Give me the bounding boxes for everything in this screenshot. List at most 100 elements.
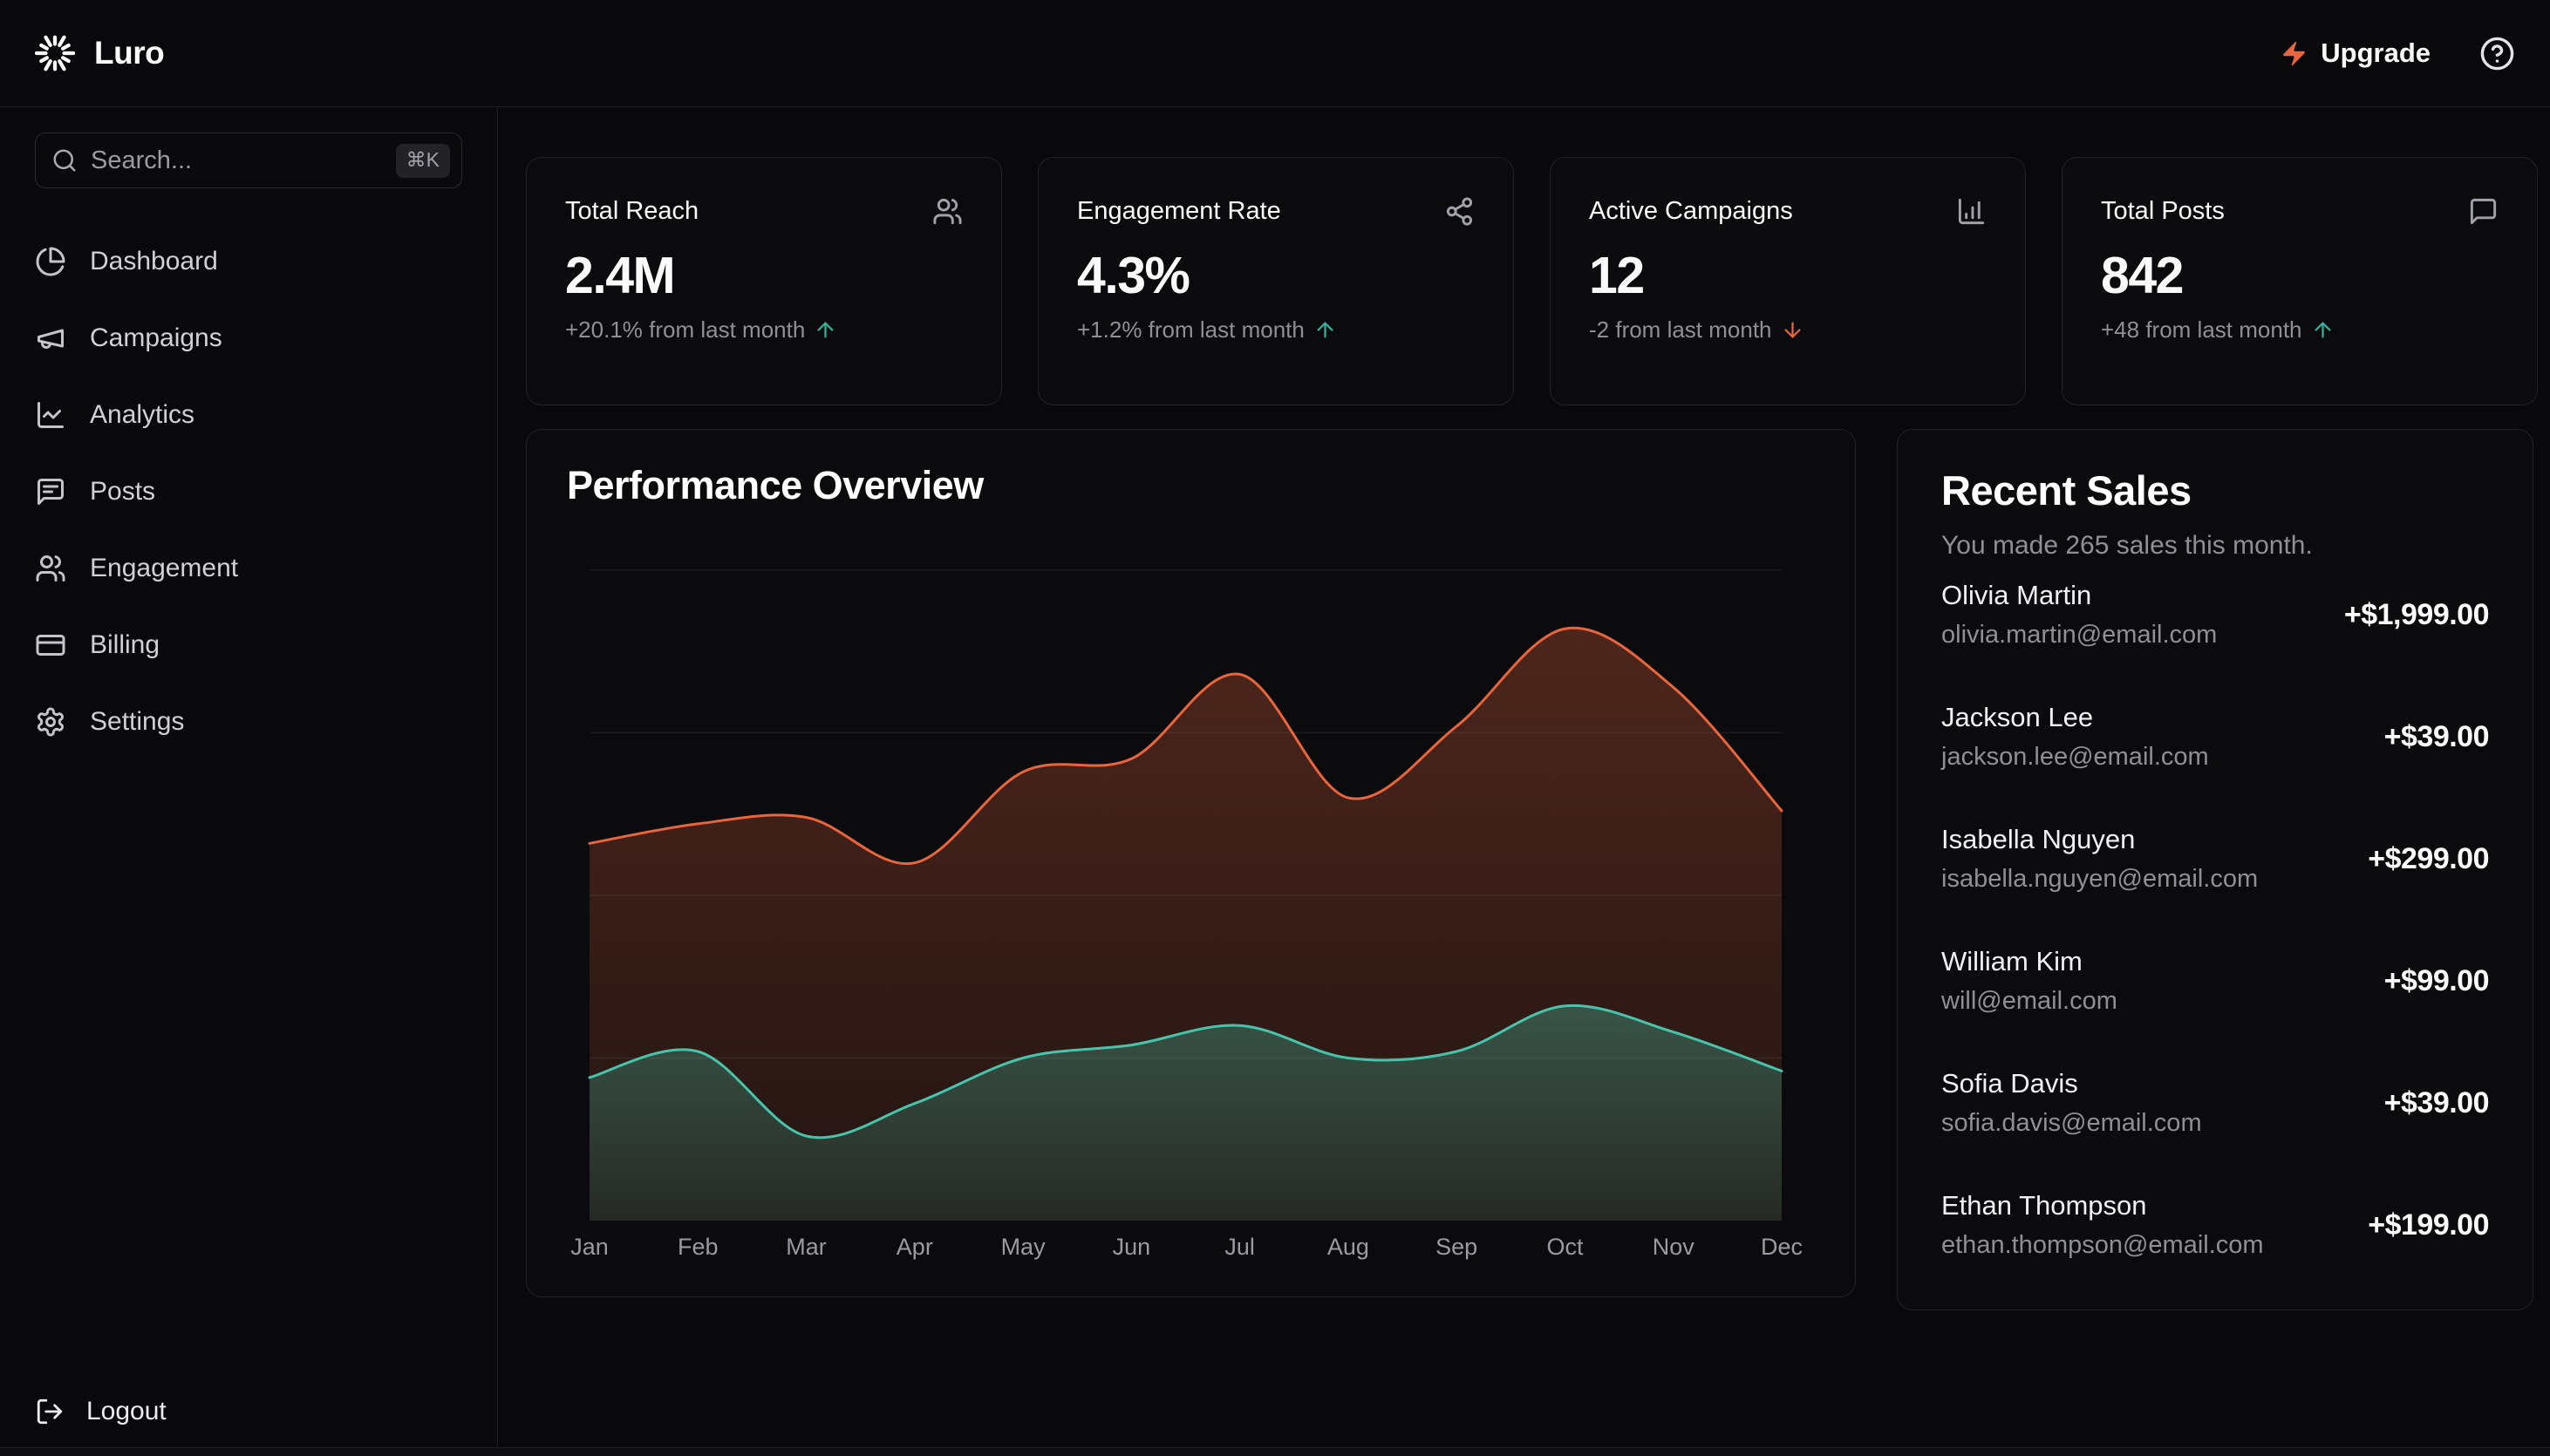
sale-amount: +$199.00 xyxy=(2368,1208,2489,1242)
sale-row[interactable]: Sofia Davis sofia.davis@email.com +$39.0… xyxy=(1941,1042,2489,1164)
sidebar-item-analytics[interactable]: Analytics xyxy=(35,392,462,437)
sale-email: will@email.com xyxy=(1941,987,2117,1016)
luro-logo-icon xyxy=(35,33,75,73)
x-axis-label: Jun xyxy=(1113,1234,1151,1261)
sidebar-item-label: Settings xyxy=(90,707,184,737)
sidebar-item-dashboard[interactable]: Dashboard xyxy=(35,239,462,283)
sale-row[interactable]: Olivia Martin olivia.martin@email.com +$… xyxy=(1941,554,2489,676)
x-axis-label: Jul xyxy=(1224,1234,1255,1261)
search-icon xyxy=(51,147,78,173)
x-axis-label: May xyxy=(1001,1234,1046,1261)
sale-amount: +$299.00 xyxy=(2368,842,2489,876)
sidebar-item-billing[interactable]: Billing xyxy=(35,623,462,667)
message-square-text-icon xyxy=(35,476,66,507)
sidebar-item-label: Dashboard xyxy=(90,247,218,276)
recent-sales-title: Recent Sales xyxy=(1941,466,2192,514)
stat-change: -2 from last month xyxy=(1589,316,1987,344)
sidebar-nav: Dashboard Campaigns Analytics Posts xyxy=(35,239,462,744)
sidebar-item-engagement[interactable]: Engagement xyxy=(35,546,462,590)
logout-button[interactable]: Logout xyxy=(35,1397,167,1426)
x-axis-label: Sep xyxy=(1435,1234,1477,1261)
line-chart-icon xyxy=(35,399,66,431)
sale-amount: +$39.00 xyxy=(2384,720,2489,754)
logout-label: Logout xyxy=(86,1397,167,1426)
credit-card-icon xyxy=(35,629,66,661)
search-placeholder: Search... xyxy=(91,146,192,175)
sale-row[interactable]: Ethan Thompson ethan.thompson@email.com … xyxy=(1941,1164,2489,1286)
sale-email: sofia.davis@email.com xyxy=(1941,1109,2202,1138)
help-icon[interactable] xyxy=(2479,36,2515,71)
x-axis-label: Nov xyxy=(1653,1234,1694,1261)
x-axis-label: Oct xyxy=(1546,1234,1583,1261)
stat-value: 842 xyxy=(2101,246,2499,305)
trend-down-icon xyxy=(1781,318,1804,342)
x-axis-label: Mar xyxy=(786,1234,827,1261)
pie-chart-icon xyxy=(35,246,66,277)
users-icon xyxy=(35,553,66,584)
performance-area-chart xyxy=(590,524,1782,1221)
stat-card-engagement-rate: Engagement Rate 4.3% +1.2% from last mon… xyxy=(1038,157,1514,405)
share-icon xyxy=(1444,196,1475,227)
stat-card-total-reach: Total Reach 2.4M +20.1% from last month xyxy=(526,157,1002,405)
sidebar-item-label: Campaigns xyxy=(90,323,222,353)
upgrade-label: Upgrade xyxy=(2321,37,2431,69)
sale-name: William Kim xyxy=(1941,946,2117,977)
chart-x-axis-labels: JanFebMarAprMayJunJulAugSepOctNovDec xyxy=(590,1234,1782,1263)
sidebar-item-settings[interactable]: Settings xyxy=(35,699,462,744)
topbar-right: Upgrade xyxy=(2280,36,2515,71)
sidebar: Search... ⌘K Dashboard Campaigns Analyti… xyxy=(0,108,498,1447)
sale-amount: +$39.00 xyxy=(2384,1086,2489,1120)
x-axis-label: Feb xyxy=(678,1234,719,1261)
sale-email: isabella.nguyen@email.com xyxy=(1941,865,2258,894)
x-axis-label: Aug xyxy=(1327,1234,1369,1261)
brand: Luro xyxy=(35,33,164,73)
recent-sales-card: Recent Sales You made 265 sales this mon… xyxy=(1897,429,2533,1310)
stat-card-total-posts: Total Posts 842 +48 from last month xyxy=(2062,157,2538,405)
performance-overview-card: Performance Overview JanFebMarAprMayJunJ… xyxy=(526,429,1856,1297)
stat-title: Total Posts xyxy=(2101,197,2225,226)
sidebar-item-label: Posts xyxy=(90,477,155,507)
sale-amount: +$99.00 xyxy=(2384,964,2489,998)
sidebar-item-label: Engagement xyxy=(90,554,238,583)
sale-row[interactable]: William Kim will@email.com +$99.00 xyxy=(1941,920,2489,1042)
x-axis-label: Dec xyxy=(1761,1234,1803,1261)
x-axis-label: Apr xyxy=(897,1234,933,1261)
trend-up-icon xyxy=(2311,318,2335,342)
sale-name: Ethan Thompson xyxy=(1941,1190,2264,1221)
sale-name: Isabella Nguyen xyxy=(1941,824,2258,855)
upgrade-button[interactable]: Upgrade xyxy=(2280,37,2431,69)
search-shortcut-badge: ⌘K xyxy=(396,144,450,178)
message-square-icon xyxy=(2468,196,2499,227)
sale-email: olivia.martin@email.com xyxy=(1941,621,2217,650)
trend-up-icon xyxy=(1313,318,1337,342)
sale-email: jackson.lee@email.com xyxy=(1941,743,2209,772)
lightning-bolt-icon xyxy=(2280,39,2308,68)
sale-name: Olivia Martin xyxy=(1941,580,2217,611)
bar-chart-icon xyxy=(1956,196,1987,227)
sidebar-item-campaigns[interactable]: Campaigns xyxy=(35,316,462,360)
stat-value: 12 xyxy=(1589,246,1987,305)
gear-icon xyxy=(35,706,66,738)
stat-change: +48 from last month xyxy=(2101,316,2499,344)
stat-title: Total Reach xyxy=(565,197,699,226)
area-chart-svg xyxy=(590,524,1782,1221)
sale-row[interactable]: Jackson Lee jackson.lee@email.com +$39.0… xyxy=(1941,676,2489,798)
search-input[interactable]: Search... ⌘K xyxy=(35,133,462,188)
sidebar-item-label: Analytics xyxy=(90,400,194,430)
logout-icon xyxy=(35,1397,65,1426)
sale-name: Sofia Davis xyxy=(1941,1068,2202,1099)
sidebar-item-label: Billing xyxy=(90,630,160,660)
stat-change: +20.1% from last month xyxy=(565,316,963,344)
megaphone-icon xyxy=(35,323,66,354)
sidebar-item-posts[interactable]: Posts xyxy=(35,469,462,514)
recent-sales-list: Olivia Martin olivia.martin@email.com +$… xyxy=(1941,554,2489,1286)
users-icon xyxy=(932,196,963,227)
topbar: Luro Upgrade xyxy=(0,0,2550,107)
sale-name: Jackson Lee xyxy=(1941,702,2209,733)
stat-change: +1.2% from last month xyxy=(1077,316,1475,344)
stat-title: Active Campaigns xyxy=(1589,197,1793,226)
stat-card-active-campaigns: Active Campaigns 12 -2 from last month xyxy=(1550,157,2026,405)
x-axis-label: Jan xyxy=(570,1234,609,1261)
stat-value: 4.3% xyxy=(1077,246,1475,305)
sale-row[interactable]: Isabella Nguyen isabella.nguyen@email.co… xyxy=(1941,798,2489,920)
